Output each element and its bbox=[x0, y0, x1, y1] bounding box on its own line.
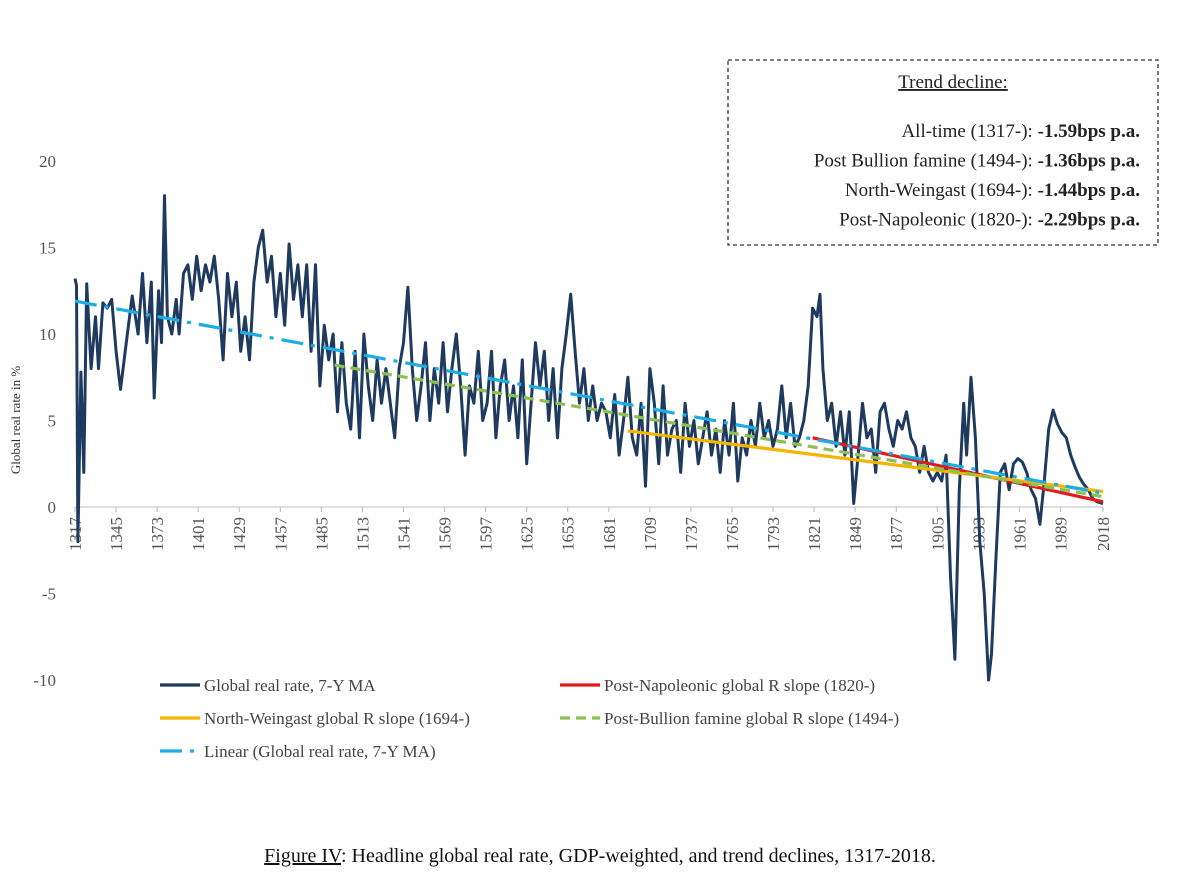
annotation-title: Trend decline: bbox=[898, 72, 1008, 93]
x-tick-label: 1849 bbox=[846, 517, 865, 551]
caption: Figure IV: Headline global real rate, GD… bbox=[264, 845, 936, 867]
x-tick-label: 1457 bbox=[271, 517, 290, 552]
x-tick-label: 1569 bbox=[436, 517, 455, 551]
y-tick-label: 20 bbox=[39, 152, 56, 171]
x-tick-label: 1793 bbox=[764, 517, 783, 551]
x-tick-label: 1681 bbox=[600, 517, 619, 551]
y-tick-label: 5 bbox=[48, 412, 57, 431]
x-tick-label: 1513 bbox=[353, 517, 372, 551]
series-line bbox=[627, 429, 1104, 493]
y-axis-label: Global real rate in % bbox=[8, 366, 23, 474]
series-line bbox=[73, 194, 1104, 682]
legend-label: Global real rate, 7-Y MA bbox=[204, 676, 376, 695]
annotation-label: Post Bullion famine (1494-): bbox=[814, 151, 1038, 172]
x-tick-label: 1961 bbox=[1010, 517, 1029, 551]
annotation-box bbox=[727, 59, 1159, 246]
annotation-line: Post Bullion famine (1494-): -1.36bps p.… bbox=[814, 151, 1140, 172]
annotation-value: -1.59bps p.a. bbox=[1038, 121, 1140, 142]
y-tick-label: 15 bbox=[39, 239, 56, 258]
legend-label: Post-Bullion famine global R slope (1494… bbox=[604, 709, 899, 728]
x-tick-label: 1765 bbox=[723, 517, 742, 551]
x-tick-label: 2018 bbox=[1094, 517, 1113, 551]
series-line bbox=[334, 363, 1104, 499]
x-tick-label: 1709 bbox=[641, 517, 660, 551]
caption-text: : Headline global real rate, GDP-weighte… bbox=[341, 845, 936, 867]
annotation-line: Post-Napoleonic (1820-): -2.29bps p.a. bbox=[839, 210, 1140, 231]
x-tick-label: 1653 bbox=[559, 517, 578, 551]
annotation-value: -2.29bps p.a. bbox=[1038, 210, 1140, 231]
y-tick-label: -5 bbox=[42, 585, 56, 604]
x-tick-label: 1597 bbox=[477, 517, 496, 552]
y-tick-label: 10 bbox=[39, 325, 56, 344]
x-tick-label: 1877 bbox=[887, 517, 906, 552]
annotation-value: -1.44bps p.a. bbox=[1038, 180, 1140, 201]
x-tick-label: 1541 bbox=[394, 517, 413, 551]
x-tick-label: 1373 bbox=[148, 517, 167, 551]
x-tick-label: 1905 bbox=[928, 517, 947, 551]
x-tick-label: 1317 bbox=[66, 517, 85, 552]
x-tick-label: 1821 bbox=[805, 517, 824, 551]
x-tick-label: 1625 bbox=[518, 517, 537, 551]
series-line bbox=[74, 299, 1104, 495]
x-tick-label: 1989 bbox=[1051, 517, 1070, 551]
annotation-line: All-time (1317-): -1.59bps p.a. bbox=[901, 121, 1140, 142]
x-tick-label: 1429 bbox=[230, 517, 249, 551]
annotation-label: Post-Napoleonic (1820-): bbox=[839, 210, 1037, 231]
annotation-line: North-Weingast (1694-): -1.44bps p.a. bbox=[845, 180, 1140, 201]
legend-label: Post-Napoleonic global R slope (1820-) bbox=[604, 676, 875, 695]
caption-label: Figure IV bbox=[264, 845, 343, 867]
x-tick-label: 1345 bbox=[107, 517, 126, 551]
annotation-value: -1.36bps p.a. bbox=[1038, 151, 1140, 172]
annotation-label: All-time (1317-): bbox=[901, 121, 1037, 142]
x-tick-label: 1401 bbox=[189, 517, 208, 551]
x-tick-label: 1485 bbox=[312, 517, 331, 551]
x-tick-label: 1737 bbox=[682, 517, 701, 552]
y-tick-label: 0 bbox=[48, 498, 57, 517]
annotation-label: North-Weingast (1694-): bbox=[845, 180, 1038, 201]
legend-label: Linear (Global real rate, 7-Y MA) bbox=[204, 742, 436, 761]
y-tick-label: -10 bbox=[33, 671, 56, 690]
legend-label: North-Weingast global R slope (1694-) bbox=[204, 709, 470, 728]
